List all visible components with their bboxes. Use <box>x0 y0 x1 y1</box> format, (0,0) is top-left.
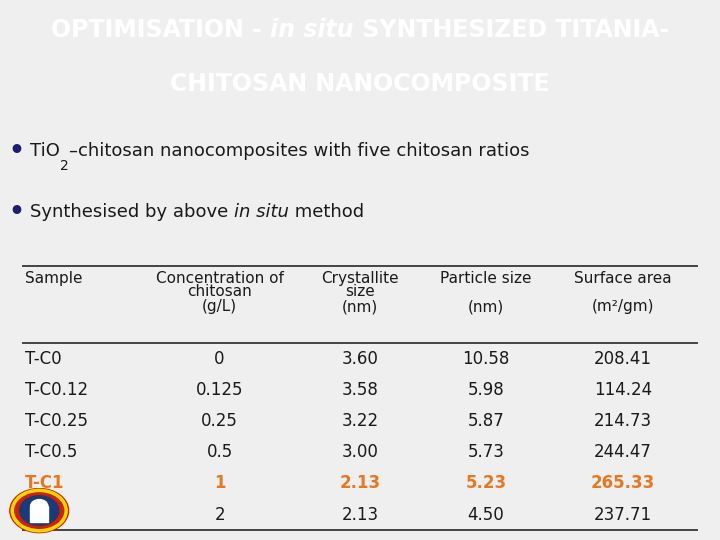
Text: 214.73: 214.73 <box>594 412 652 430</box>
Bar <box>30 506 48 522</box>
Text: Sample: Sample <box>25 271 83 286</box>
Text: •: • <box>9 139 24 163</box>
Text: T-C0.5: T-C0.5 <box>25 443 78 461</box>
Text: 2.13: 2.13 <box>339 475 381 492</box>
Text: (g/L): (g/L) <box>202 299 237 314</box>
Text: (nm): (nm) <box>468 299 504 314</box>
Text: in situ: in situ <box>234 202 289 221</box>
Text: CHITOSAN NANOCOMPOSITE: CHITOSAN NANOCOMPOSITE <box>170 72 550 96</box>
Text: 5.73: 5.73 <box>467 443 505 461</box>
Text: T-C0: T-C0 <box>25 350 62 368</box>
Text: in situ: in situ <box>270 18 354 42</box>
Text: 10.58: 10.58 <box>462 350 510 368</box>
Text: 3.00: 3.00 <box>341 443 379 461</box>
Text: 3.22: 3.22 <box>341 412 379 430</box>
Text: (nm): (nm) <box>342 299 378 314</box>
Text: SYNTHESIZED TITANIA-: SYNTHESIZED TITANIA- <box>354 18 669 42</box>
Text: 3.60: 3.60 <box>341 350 379 368</box>
Text: T-C0.12: T-C0.12 <box>25 381 89 399</box>
Text: T-C2: T-C2 <box>25 505 62 523</box>
Text: 244.47: 244.47 <box>594 443 652 461</box>
Text: 237.71: 237.71 <box>594 505 652 523</box>
Text: Surface area: Surface area <box>574 271 672 286</box>
Text: Concentration of: Concentration of <box>156 271 284 286</box>
Text: 0.25: 0.25 <box>201 412 238 430</box>
Text: Particle size: Particle size <box>440 271 532 286</box>
Text: 4.50: 4.50 <box>467 505 505 523</box>
Text: 2.13: 2.13 <box>341 505 379 523</box>
Text: –chitosan nanocomposites with five chitosan ratios: –chitosan nanocomposites with five chito… <box>69 142 529 160</box>
Circle shape <box>10 489 68 532</box>
Text: 2: 2 <box>215 505 225 523</box>
Text: (m²/gm): (m²/gm) <box>592 299 654 314</box>
Text: 114.24: 114.24 <box>594 381 652 399</box>
Text: 0.125: 0.125 <box>196 381 243 399</box>
Circle shape <box>19 496 59 525</box>
Text: method: method <box>289 202 364 221</box>
Text: 0: 0 <box>215 350 225 368</box>
Text: 2: 2 <box>60 159 69 173</box>
Text: Crystallite: Crystallite <box>321 271 399 286</box>
Text: size: size <box>345 284 375 299</box>
Text: OPTIMISATION -: OPTIMISATION - <box>51 18 270 42</box>
Wedge shape <box>31 500 48 506</box>
Text: T-C0.25: T-C0.25 <box>25 412 89 430</box>
Text: 3.58: 3.58 <box>341 381 379 399</box>
Text: 5.98: 5.98 <box>467 381 505 399</box>
Text: 265.33: 265.33 <box>590 475 655 492</box>
Text: TiO: TiO <box>30 142 60 160</box>
Text: 5.23: 5.23 <box>465 475 507 492</box>
Text: T-C1: T-C1 <box>25 475 65 492</box>
Text: Synthesised by above: Synthesised by above <box>30 202 234 221</box>
Text: •: • <box>9 200 24 224</box>
Text: chitosan: chitosan <box>187 284 252 299</box>
Text: 208.41: 208.41 <box>594 350 652 368</box>
Text: 5.87: 5.87 <box>467 412 505 430</box>
Text: 1: 1 <box>214 475 225 492</box>
Text: 0.5: 0.5 <box>207 443 233 461</box>
